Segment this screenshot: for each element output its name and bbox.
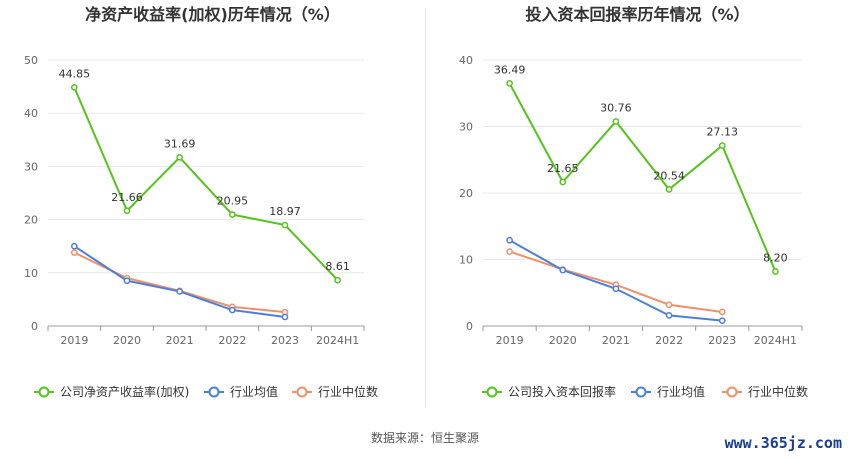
series-2-point[interactable] — [506, 248, 513, 255]
site-watermark: www.365jz.com — [724, 434, 842, 452]
legend-label: 公司净资产收益率(加权) — [60, 384, 189, 399]
data-label: 8.20 — [763, 251, 788, 264]
series-0-point[interactable] — [334, 276, 342, 284]
x-tick-label: 2024H1 — [316, 334, 359, 347]
series-1-point[interactable] — [176, 288, 184, 295]
series-0-point[interactable] — [281, 221, 289, 229]
series-1-point[interactable] — [718, 317, 726, 325]
x-tick-label: 2021 — [602, 334, 630, 347]
data-label: 36.49 — [494, 63, 525, 76]
data-label: 21.66 — [111, 191, 143, 204]
data-label: 30.76 — [600, 101, 632, 114]
series-0-point[interactable] — [772, 268, 779, 275]
y-tick-label: 30 — [459, 121, 473, 134]
y-tick-label: 10 — [24, 267, 38, 280]
y-tick-label: 0 — [466, 320, 473, 333]
series-1-point[interactable] — [70, 242, 78, 250]
series-1-point[interactable] — [665, 312, 673, 319]
legend-item-1[interactable]: 行业均值 — [204, 384, 278, 399]
legend-swatch-marker — [635, 386, 647, 398]
series-0-point[interactable] — [718, 142, 726, 149]
series-1-point[interactable] — [559, 266, 567, 274]
y-tick-label: 50 — [24, 54, 38, 67]
legend-swatch-marker — [296, 386, 308, 398]
x-tick-label: 2022 — [218, 334, 246, 347]
series-2-point[interactable] — [70, 249, 78, 256]
series-2-point[interactable] — [665, 301, 673, 309]
y-tick-label: 40 — [459, 54, 473, 67]
data-source-note: 数据来源：恒生聚源 — [370, 431, 479, 445]
x-tick-label: 2021 — [166, 334, 194, 347]
series-1-line — [73, 245, 286, 318]
legend-item-2[interactable]: 行业中位数 — [722, 384, 808, 399]
series-2-point[interactable] — [718, 308, 726, 316]
series-0-point[interactable] — [612, 118, 620, 125]
series-1-point[interactable] — [281, 313, 289, 321]
y-tick-label: 0 — [31, 320, 38, 333]
series-2-line — [73, 251, 286, 314]
series-0-point[interactable] — [228, 211, 236, 218]
y-tick-label: 20 — [24, 214, 38, 227]
panel-divider — [425, 8, 426, 408]
series-0-point[interactable] — [559, 178, 567, 186]
legend-label: 公司投入资本回报率 — [508, 384, 616, 399]
series-0-point[interactable] — [506, 79, 513, 87]
roic-line-chart: 0 10 20 30 40 2019 2020 2021 2022 2023 2024H1 36.49… — [459, 54, 808, 399]
x-tick-label: 2020 — [113, 334, 141, 347]
legend-swatch-marker — [726, 386, 738, 398]
x-tick-label: 2023 — [708, 334, 736, 347]
y-tick-label: 20 — [459, 187, 473, 200]
series-1-point[interactable] — [612, 285, 620, 293]
data-label: 44.85 — [59, 67, 91, 80]
y-tick-label: 10 — [459, 254, 473, 267]
legend-swatch-marker — [208, 386, 220, 398]
x-tick-label: 2024H1 — [754, 334, 797, 347]
series-0-point[interactable] — [123, 207, 131, 215]
data-label: 20.95 — [217, 195, 249, 208]
data-label: 8.61 — [325, 260, 350, 273]
data-label: 27.13 — [707, 126, 739, 139]
series-1-point[interactable] — [228, 306, 236, 314]
legend-item-0[interactable]: 公司净资产收益率(加权) — [34, 384, 189, 399]
legend-label: 行业均值 — [657, 384, 705, 399]
x-tick-label: 2022 — [655, 334, 683, 347]
x-tick-label: 2020 — [549, 334, 577, 347]
data-label: 31.69 — [164, 137, 196, 150]
chart-title-roic: 投入资本回报率历年情况（%） — [525, 5, 750, 24]
data-label: 18.97 — [269, 205, 301, 218]
x-tick-label: 2019 — [496, 334, 524, 347]
legend-label: 行业均值 — [230, 384, 278, 399]
data-label: 20.54 — [653, 169, 685, 182]
series-0-point[interactable] — [665, 186, 673, 193]
y-tick-label: 40 — [24, 107, 38, 120]
chart-title-roe: 净资产收益率(加权)历年情况（%） — [85, 5, 340, 24]
legend-item-0[interactable]: 公司投入资本回报率 — [482, 384, 616, 399]
x-tick-label: 2023 — [271, 334, 299, 347]
series-0-line — [73, 87, 339, 281]
legend-label: 行业中位数 — [318, 384, 378, 399]
series-0-point[interactable] — [70, 84, 78, 91]
legend-swatch-marker — [486, 386, 498, 398]
legend-item-1[interactable]: 行业均值 — [631, 384, 705, 399]
legend-label: 行业中位数 — [748, 384, 808, 399]
data-label: 21.65 — [547, 162, 579, 175]
series-0-point[interactable] — [176, 154, 184, 161]
legend-swatch-marker — [38, 386, 50, 398]
x-tick-label: 2019 — [60, 334, 88, 347]
series-0-line — [508, 82, 777, 272]
legend-item-2[interactable]: 行业中位数 — [292, 384, 378, 399]
roe-line-chart: 0 10 20 30 40 50 2019 2020 2021 2022 2023 2024H1 44.… — [24, 54, 378, 399]
y-tick-label: 30 — [24, 160, 38, 173]
series-1-point[interactable] — [506, 236, 513, 244]
series-1-point[interactable] — [123, 277, 131, 285]
